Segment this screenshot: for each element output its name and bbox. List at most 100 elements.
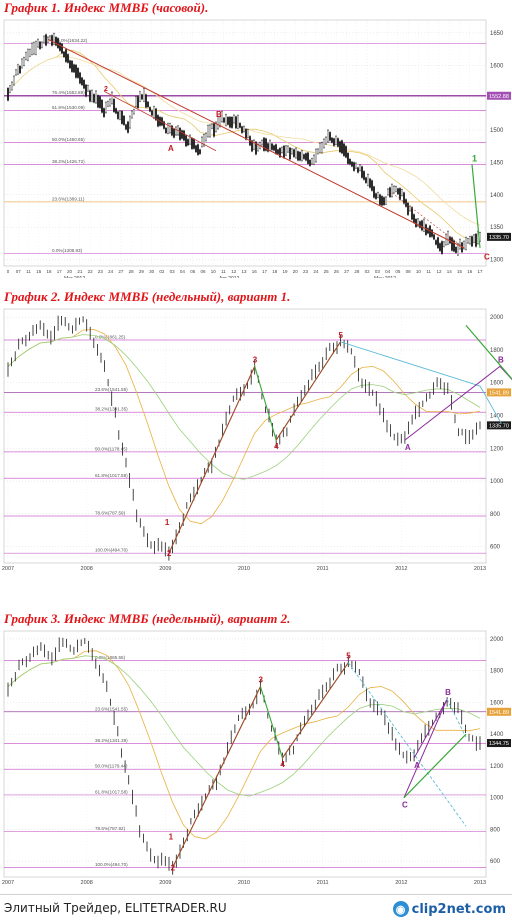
price-candle (441, 241, 443, 254)
y-tick-label: 1000 (490, 796, 504, 802)
month-label: Mar 2012 (64, 276, 85, 278)
x-tick-label: 20 (67, 269, 73, 274)
wave-label: 3 (253, 355, 258, 364)
trend-line (168, 366, 256, 554)
price-candle (91, 90, 93, 102)
price-candle (231, 117, 233, 128)
y-tick-label: 1450 (490, 160, 504, 166)
price-candle (165, 127, 167, 134)
wave-label: 2 (167, 549, 172, 558)
price-candle (83, 80, 85, 89)
price-candle (117, 111, 119, 119)
price-candle (245, 129, 247, 140)
plot-frame (3, 19, 487, 267)
price-candle (401, 189, 403, 196)
price-candle (27, 49, 29, 61)
price-candle (263, 137, 265, 151)
price-candle (465, 237, 467, 250)
price-candle (173, 128, 175, 138)
y-tick-label: 1600 (490, 700, 504, 706)
price-candle (315, 149, 317, 162)
price-candle (367, 174, 369, 186)
x-tick-label: 23 (303, 269, 309, 274)
price-candle (317, 148, 319, 154)
price-candle (303, 154, 305, 159)
y-tick-label: 800 (490, 512, 501, 518)
current-level-tag (487, 707, 511, 716)
x-tick-label: 12 (436, 269, 442, 274)
x-tick-label: 16 (467, 269, 473, 274)
clip2net-logo[interactable]: ◉ clip2net.com (392, 899, 506, 919)
price-candle (103, 108, 105, 117)
price-candle (451, 237, 453, 251)
price-candle (407, 202, 409, 215)
price-candle (157, 115, 159, 127)
trend-line (47, 38, 465, 249)
price-candle (305, 153, 307, 161)
price-candle (255, 141, 257, 155)
footer: Элитный Трейдер, ELITETRADER.RU ◉ clip2n… (0, 894, 512, 922)
wave-label-1: 1 (472, 153, 477, 163)
x-tick-label: 22 (88, 269, 94, 274)
fib-level-label: 76.4%(1552.88) (52, 90, 85, 95)
price-candle (209, 124, 211, 137)
current-level-tag (487, 91, 511, 100)
price-candle (17, 64, 19, 75)
wave-label: C (484, 253, 490, 262)
x-tick-label: 30 (149, 269, 155, 274)
price-candle (119, 110, 121, 120)
projection-line (391, 192, 465, 249)
chart2-panel: 2000 1800 1600 1400 1200 1000 800 600 2007 2008 20… (0, 305, 512, 575)
x-tick-label: 20 (293, 269, 299, 274)
x-tick-label: 03 (375, 269, 381, 274)
x-tick-label: 05 (190, 269, 196, 274)
fib-level-label: 61.8%(1530.09) (52, 105, 85, 110)
price-candle (299, 152, 301, 161)
y-tick-label: 1000 (490, 479, 504, 485)
x-tick-label: 18 (272, 269, 278, 274)
price-candle (153, 106, 155, 119)
price-candle (469, 236, 471, 244)
price-candle (331, 137, 333, 143)
x-tick-label: 25 (324, 269, 330, 274)
price-candle (7, 88, 9, 101)
price-candle (51, 35, 53, 46)
trend-line (282, 662, 349, 759)
price-candle (147, 101, 149, 108)
price-candle (187, 139, 189, 146)
price-candle (353, 162, 355, 171)
chart2-title: График 2. Индекс ММВБ (недельный), вариа… (4, 289, 291, 304)
price-candle (243, 126, 245, 132)
price-candle (129, 116, 131, 129)
price-candle (75, 64, 77, 78)
price-candle (123, 115, 125, 125)
x-tick-label: 2008 (81, 880, 93, 886)
fib-level-label: 0.0%(1861.25) (95, 334, 126, 339)
price-candle (185, 135, 187, 147)
last-price-label: 1335.70 (489, 424, 509, 430)
green-projection-line (471, 164, 481, 248)
price-candle (179, 127, 181, 140)
price-candle (151, 110, 153, 116)
plot-frame (3, 308, 487, 564)
price-candle (21, 58, 23, 68)
price-candle (319, 143, 321, 153)
price-candle (225, 114, 227, 126)
price-candle (69, 60, 71, 69)
price-candle (309, 160, 311, 166)
x-tick-label: 12 (231, 269, 237, 274)
wave-label: 2 (104, 86, 108, 93)
x-tick-label: 2012 (395, 880, 407, 886)
fib-level-label: 100.0%(494.70) (95, 548, 128, 553)
fib-level-label: 0.0%(1308.93) (52, 248, 83, 253)
price-candle (241, 126, 243, 133)
price-candle (281, 147, 283, 153)
price-candle (313, 155, 315, 165)
price-candle (113, 99, 115, 112)
price-candle (169, 123, 171, 133)
price-candle (287, 145, 289, 153)
price-candle (381, 196, 383, 206)
moving-average-line (7, 650, 481, 840)
